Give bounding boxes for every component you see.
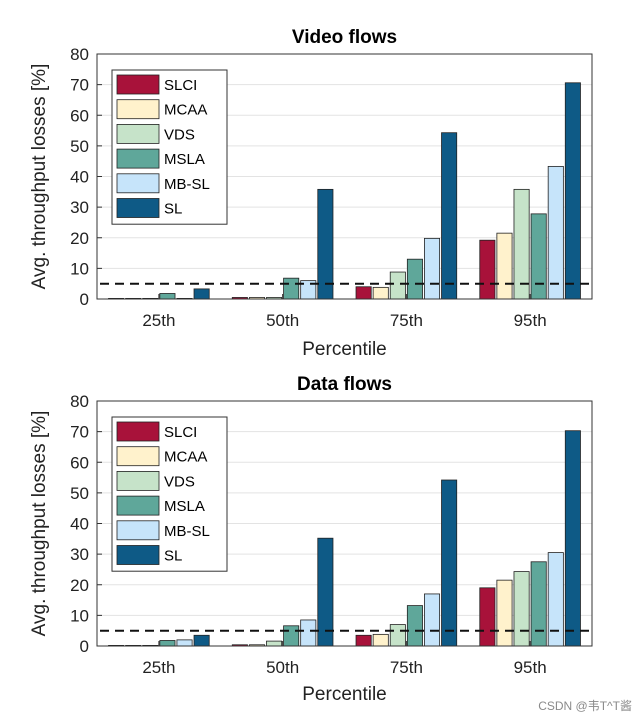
bar-mb-sl bbox=[300, 619, 317, 647]
bar-mcaa bbox=[496, 579, 513, 647]
y-tick-label: 60 bbox=[70, 453, 89, 472]
legend-swatch-sl bbox=[116, 198, 160, 218]
y-tick-label: 30 bbox=[70, 545, 89, 564]
legend-swatch-vds bbox=[116, 470, 160, 491]
bar-vds bbox=[389, 624, 406, 647]
legend-label-sl: SL bbox=[164, 201, 182, 218]
x-tick-label: 25th bbox=[142, 311, 175, 330]
x-tick-label: 50th bbox=[266, 311, 299, 330]
legend-label-vds: VDS bbox=[164, 126, 195, 143]
bar-mb-sl bbox=[424, 237, 441, 300]
bar-sl bbox=[441, 132, 458, 300]
legend-swatch-sl bbox=[116, 545, 160, 565]
legend-label-mcaa: MCAA bbox=[164, 102, 207, 119]
bar-mcaa bbox=[372, 633, 389, 647]
bar-msla bbox=[159, 293, 176, 300]
bar-sl bbox=[441, 479, 458, 647]
x-tick-label: 95th bbox=[514, 658, 547, 677]
y-tick-label: 40 bbox=[70, 168, 89, 187]
legend-label-mb-sl: MB-SL bbox=[164, 523, 210, 540]
bar-msla bbox=[283, 625, 300, 647]
bar-msla bbox=[406, 258, 423, 300]
x-tick-label: 95th bbox=[514, 311, 547, 330]
x-tick-label: 75th bbox=[390, 311, 423, 330]
bar-sl bbox=[564, 82, 581, 300]
axes-box bbox=[96, 400, 593, 647]
bar-slci bbox=[479, 587, 496, 647]
x-axis-label: Percentile bbox=[302, 339, 387, 360]
legend-label-msla: MSLA bbox=[164, 498, 205, 515]
legend-swatch-msla bbox=[116, 495, 160, 516]
bar-sl bbox=[193, 634, 210, 647]
bar-sl bbox=[564, 430, 581, 647]
x-tick-label: 50th bbox=[266, 658, 299, 677]
bar-msla bbox=[530, 561, 547, 647]
y-tick-label: 40 bbox=[70, 515, 89, 534]
x-tick-label: 75th bbox=[390, 658, 423, 677]
y-tick-label: 20 bbox=[70, 576, 89, 595]
bar-slci bbox=[355, 286, 372, 300]
legend-swatch-mcaa bbox=[116, 99, 160, 120]
y-tick-label: 70 bbox=[70, 423, 89, 442]
bar-msla bbox=[283, 277, 300, 300]
y-axis-label: Avg. throughput losses [%] bbox=[29, 64, 50, 290]
bar-msla bbox=[159, 640, 176, 647]
legend-label-slci: SLCI bbox=[164, 424, 197, 441]
legend-swatch-mcaa bbox=[116, 446, 160, 467]
bar-vds bbox=[513, 188, 530, 300]
axes-box bbox=[96, 53, 593, 300]
y-tick-label: 50 bbox=[70, 137, 89, 156]
y-tick-label: 50 bbox=[70, 484, 89, 503]
legend-swatch-mb-sl bbox=[116, 520, 160, 541]
legend-swatch-vds bbox=[116, 124, 160, 144]
legend-label-mcaa: MCAA bbox=[164, 449, 207, 466]
y-tick-label: 60 bbox=[70, 106, 89, 125]
chart-title: Data flows bbox=[297, 374, 392, 395]
y-tick-label: 80 bbox=[70, 45, 89, 64]
y-tick-label: 0 bbox=[80, 637, 89, 656]
legend-label-slci: SLCI bbox=[164, 77, 197, 94]
bar-mb-sl bbox=[547, 552, 564, 647]
y-tick-label: 10 bbox=[70, 259, 89, 278]
bar-vds bbox=[266, 640, 283, 647]
bar-mb-sl bbox=[547, 165, 564, 300]
legend-swatch-slci bbox=[116, 74, 160, 95]
legend-swatch-slci bbox=[116, 421, 160, 442]
y-tick-label: 30 bbox=[70, 198, 89, 217]
bar-msla bbox=[406, 605, 423, 647]
bar-mcaa bbox=[372, 286, 389, 300]
bar-slci bbox=[355, 634, 372, 647]
bar-mb-sl bbox=[176, 639, 193, 647]
legend-label-vds: VDS bbox=[164, 473, 195, 490]
legend-swatch-msla bbox=[116, 148, 160, 169]
legend-label-mb-sl: MB-SL bbox=[164, 176, 210, 193]
y-tick-label: 20 bbox=[70, 229, 89, 248]
watermark: CSDN @韦T^T酱 bbox=[538, 699, 632, 713]
legend-label-msla: MSLA bbox=[164, 151, 205, 168]
y-tick-label: 80 bbox=[70, 392, 89, 411]
y-axis-label: Avg. throughput losses [%] bbox=[29, 411, 50, 637]
x-tick-label: 25th bbox=[142, 658, 175, 677]
legend-label-sl: SL bbox=[164, 548, 182, 565]
x-axis-label: Percentile bbox=[302, 684, 387, 705]
chart-title: Video flows bbox=[292, 27, 397, 48]
bar-slci bbox=[479, 239, 496, 300]
bar-msla bbox=[530, 213, 547, 300]
y-tick-label: 70 bbox=[70, 76, 89, 95]
bar-mcaa bbox=[496, 232, 513, 300]
y-tick-label: 10 bbox=[70, 606, 89, 625]
y-tick-label: 0 bbox=[80, 290, 89, 309]
bar-sl bbox=[193, 288, 210, 300]
bar-vds bbox=[513, 571, 530, 647]
bar-mb-sl bbox=[424, 593, 441, 647]
legend-swatch-mb-sl bbox=[116, 173, 160, 194]
bar-vds bbox=[389, 271, 406, 300]
bar-sl bbox=[317, 188, 334, 300]
